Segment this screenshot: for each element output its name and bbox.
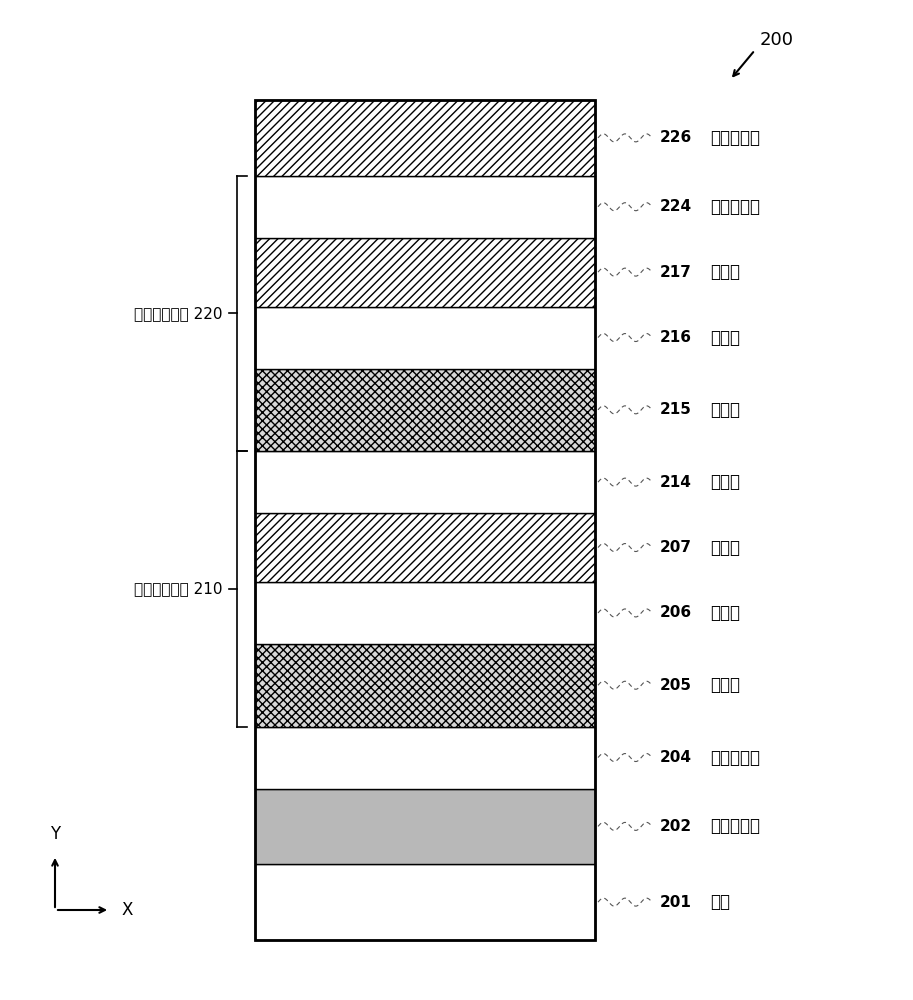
Text: 200: 200 <box>760 31 794 49</box>
Text: 204: 204 <box>660 750 692 765</box>
Text: 顶部扩散层: 顶部扩散层 <box>710 129 760 147</box>
Text: 反射层: 反射层 <box>710 604 740 622</box>
Bar <box>255 789 595 864</box>
Text: 阻挡层: 阻挡层 <box>710 539 740 557</box>
Bar <box>255 176 595 238</box>
Text: 种子层: 种子层 <box>710 676 740 694</box>
Bar <box>255 582 595 644</box>
Bar <box>255 100 595 176</box>
Text: 阻挡层: 阻挡层 <box>710 263 740 281</box>
Text: 第一堆栈部分 210: 第一堆栈部分 210 <box>133 581 222 596</box>
Text: 底部介质层: 底部介质层 <box>710 749 760 767</box>
Bar <box>255 864 595 940</box>
Text: 216: 216 <box>660 330 692 345</box>
Text: 226: 226 <box>660 130 692 145</box>
Text: 207: 207 <box>660 540 692 555</box>
Text: 第二堆栈部分 220: 第二堆栈部分 220 <box>133 306 222 321</box>
Bar <box>255 100 595 940</box>
Bar <box>255 307 595 369</box>
Text: 顶部介质层: 顶部介质层 <box>710 198 760 216</box>
Text: 反射层: 反射层 <box>710 329 740 347</box>
Text: 介质层: 介质层 <box>710 473 740 491</box>
Bar <box>255 451 595 513</box>
Text: X: X <box>122 901 133 919</box>
Text: 201: 201 <box>660 895 692 910</box>
Text: 224: 224 <box>660 199 692 214</box>
Text: 206: 206 <box>660 605 692 620</box>
Text: 217: 217 <box>660 265 692 280</box>
Bar <box>255 238 595 307</box>
Text: 种子层: 种子层 <box>710 401 740 419</box>
Bar <box>255 369 595 451</box>
Text: 215: 215 <box>660 402 692 417</box>
Text: 基片: 基片 <box>710 893 730 911</box>
Text: 202: 202 <box>660 819 692 834</box>
Text: 214: 214 <box>660 475 692 490</box>
Text: 底部扩散层: 底部扩散层 <box>710 817 760 835</box>
Bar <box>255 727 595 789</box>
Bar <box>255 513 595 582</box>
Bar <box>255 644 595 727</box>
Text: 205: 205 <box>660 678 692 693</box>
Text: Y: Y <box>50 825 60 843</box>
